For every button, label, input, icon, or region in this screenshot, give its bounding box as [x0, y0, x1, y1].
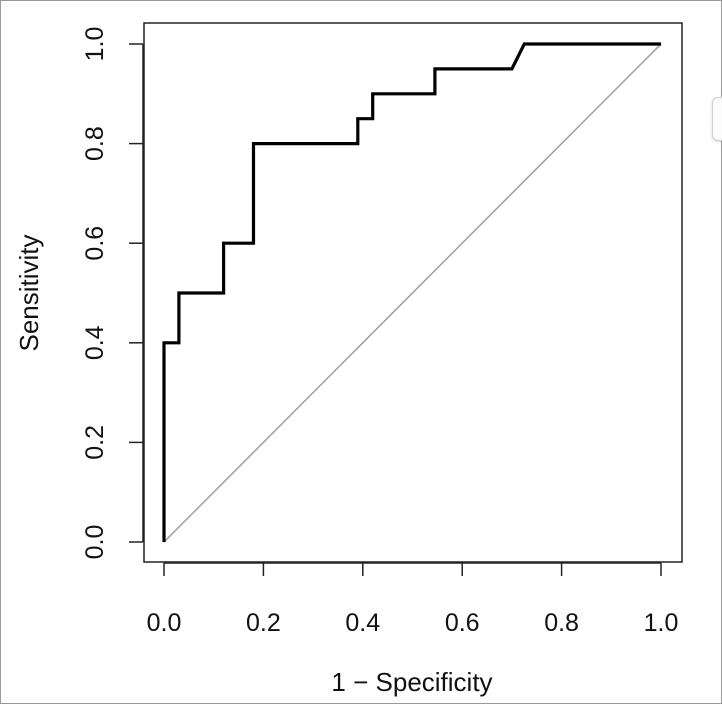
y-tick-label: 0.4	[81, 325, 109, 360]
x-tick-label: 0.2	[246, 609, 281, 637]
x-tick-label: 1.0	[644, 609, 679, 637]
y-tick-label: 0.0	[81, 525, 109, 560]
edge-panel-tab[interactable]	[712, 97, 722, 141]
roc-curve-line	[162, 42, 661, 542]
y-tick-label: 0.6	[81, 226, 109, 261]
x-tick-label: 0.4	[345, 609, 380, 637]
y-tick-label: 0.2	[81, 425, 109, 460]
x-tick-label: 0.0	[147, 609, 182, 637]
plot-area-box	[143, 22, 683, 563]
y-axis-title: Sensitivity	[14, 234, 44, 351]
y-tick-label: 0.8	[81, 126, 109, 161]
reference-diagonal-line	[163, 43, 662, 543]
x-tick-label: 0.8	[544, 609, 579, 637]
y-tick-label: 1.0	[81, 27, 109, 62]
x-axis-title: 1 − Specificity	[331, 667, 492, 697]
x-tick-label: 0.6	[445, 609, 480, 637]
